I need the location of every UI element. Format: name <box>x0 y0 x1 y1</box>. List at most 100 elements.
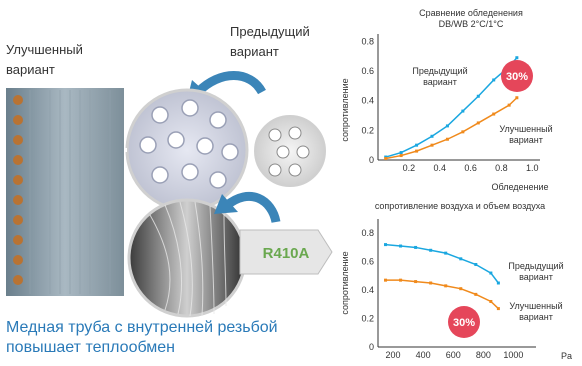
y-tick-label: 0.8 <box>361 228 374 238</box>
series-line <box>385 97 518 160</box>
percent-badge <box>448 306 480 338</box>
photo-panel: R410A <box>6 71 333 318</box>
coil-illustration: R410A <box>6 71 333 318</box>
data-point <box>515 56 519 60</box>
chart-title-line1: Сравнение обледенения <box>419 8 523 18</box>
series-line <box>385 243 499 284</box>
data-point <box>515 96 519 100</box>
data-point <box>492 78 496 82</box>
legend-previous-line2: вариант <box>423 77 457 87</box>
x-tick-label: 0.2 <box>403 163 416 173</box>
data-point <box>399 154 403 158</box>
y-tick-label: 0 <box>369 342 374 352</box>
x-tick-label: 1000 <box>503 350 523 360</box>
x-axis-label: Обледенение <box>491 182 548 192</box>
x-tick-label: 0.8 <box>495 163 508 173</box>
tube-magnified <box>127 198 247 318</box>
data-point <box>384 243 388 247</box>
data-point <box>444 251 448 255</box>
data-point <box>399 278 403 282</box>
chart-title: сопротивление воздуха и объем воздуха <box>375 201 545 211</box>
y-tick-label: 0.4 <box>361 96 374 106</box>
fin-holes <box>139 99 239 189</box>
chart-airflow-svg: сопротивление воздуха и объем воздуха со… <box>340 201 572 361</box>
fin-holes-previous <box>268 126 310 177</box>
improved-label: Улучшенный вариант <box>6 40 126 80</box>
data-point <box>496 281 500 285</box>
x-tick-label: 1.0 <box>526 163 539 173</box>
y-axis-label: сопротивление <box>340 251 350 314</box>
data-point <box>415 149 419 153</box>
data-point <box>459 287 463 291</box>
x-tick-label: 0.6 <box>464 163 477 173</box>
data-point <box>489 271 493 275</box>
legend-improved-line2: вариант <box>519 312 553 322</box>
improved-label-line1: Улучшенный <box>6 42 83 57</box>
percent-badge <box>501 60 533 92</box>
chart-icing-svg: Сравнение обледенения DB/WB 2°C/1°C сопр… <box>340 8 553 192</box>
data-point <box>399 151 403 155</box>
y-tick-label: 0.8 <box>361 36 374 46</box>
x-tick-label: 400 <box>416 350 431 360</box>
data-point <box>384 278 388 282</box>
data-point <box>474 292 478 296</box>
previous-label-line1: Предыдущий <box>230 24 310 39</box>
caption-line2: повышает теплообмен <box>6 339 176 356</box>
copper-tube-ends <box>13 95 23 285</box>
data-point <box>384 157 388 161</box>
caption: Медная труба с внутренней резьбой повыша… <box>6 318 336 358</box>
x-tick-label: 600 <box>446 350 461 360</box>
data-point <box>445 137 449 141</box>
chart-icing: Сравнение обледенения DB/WB 2°C/1°C сопр… <box>340 0 582 195</box>
data-point <box>430 134 434 138</box>
data-point <box>414 280 418 284</box>
data-point <box>445 124 449 128</box>
data-point <box>476 94 480 98</box>
data-point <box>489 299 493 303</box>
arrow-icon-2 <box>223 191 281 224</box>
data-point <box>415 143 419 147</box>
data-point <box>492 112 496 116</box>
previous-label-line2: вариант <box>230 44 279 59</box>
internal-groove-lines <box>149 201 227 317</box>
previous-label: Предыдущий вариант <box>230 22 340 62</box>
legend-improved-line1: Улучшенный <box>509 301 562 311</box>
legend-previous-line1: Предыдущий <box>412 66 467 76</box>
data-point <box>430 143 434 147</box>
data-point <box>461 109 465 113</box>
percent-badge-text: 30% <box>453 317 475 329</box>
data-point <box>474 263 478 267</box>
x-axis-label: Pa <box>561 351 572 361</box>
y-tick-label: 0.2 <box>361 125 374 135</box>
data-point <box>476 121 480 125</box>
percent-badge-text: 30% <box>506 71 528 83</box>
data-point <box>507 103 511 107</box>
x-tick-label: 800 <box>476 350 491 360</box>
legend-improved-line1: Улучшенный <box>499 124 552 134</box>
series-line <box>385 279 499 310</box>
data-point <box>461 130 465 134</box>
data-point <box>399 244 403 248</box>
legend-improved-line2: вариант <box>509 135 543 145</box>
y-tick-label: 0.2 <box>361 314 374 324</box>
arrow-icon <box>194 71 266 96</box>
x-tick-label: 0.4 <box>433 163 446 173</box>
chart-title-line2: DB/WB 2°C/1°C <box>439 19 504 29</box>
arrow-head-icon-2 <box>214 194 238 214</box>
y-axis-label: сопротивление <box>340 78 350 141</box>
r410a-badge-shape <box>239 229 333 275</box>
y-tick-label: 0.6 <box>361 66 374 76</box>
data-point <box>429 281 433 285</box>
data-point <box>444 284 448 288</box>
y-tick-label: 0.6 <box>361 257 374 267</box>
legend-previous-line2: вариант <box>519 272 553 282</box>
r410a-badge-text: R410A <box>263 245 310 262</box>
heat-exchanger-photo <box>6 88 124 296</box>
y-tick-label: 0.4 <box>361 285 374 295</box>
data-point <box>496 307 500 311</box>
x-tick-label: 200 <box>386 350 401 360</box>
improved-label-line2: вариант <box>6 62 55 77</box>
data-point <box>414 245 418 249</box>
y-tick-label: 0 <box>369 155 374 165</box>
data-point <box>429 248 433 252</box>
